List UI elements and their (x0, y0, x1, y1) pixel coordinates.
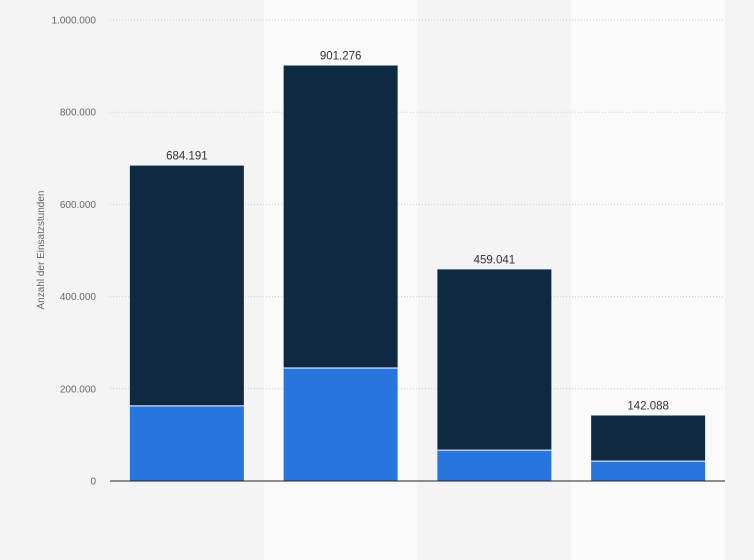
bar-segment-lower (437, 450, 552, 481)
bar-segment-lower (129, 405, 244, 481)
bar-segment-lower (283, 368, 398, 481)
y-axis-tick-labels: 0 200.000 400.000 600.000 800.000 1.000.000 (52, 16, 97, 488)
y-tick-label: 400.000 (60, 292, 97, 303)
y-axis-title: Anzahl der Einsatzstunden (36, 191, 47, 310)
y-tick-label: 200.000 (60, 384, 97, 395)
y-tick-label: 800.000 (60, 108, 97, 119)
bar-total-label: 684.191 (166, 151, 208, 163)
bar-segment-lower (591, 461, 706, 481)
y-tick-label: 600.000 (60, 200, 97, 211)
y-tick-label: 0 (90, 477, 96, 488)
bar-total-label: 459.041 (474, 254, 516, 266)
y-tick-label: 1.000.000 (52, 16, 97, 27)
bar-segment-upper (129, 165, 244, 406)
bars (129, 65, 706, 481)
bar-total-label: 142.088 (627, 400, 669, 412)
bar-segment-upper (591, 415, 706, 462)
bar-segment-upper (283, 65, 398, 369)
bar-segment-upper (437, 269, 552, 451)
bar-total-labels: 684.191 901.276 459.041 142.088 (166, 51, 669, 413)
bar-total-label: 901.276 (320, 51, 362, 63)
